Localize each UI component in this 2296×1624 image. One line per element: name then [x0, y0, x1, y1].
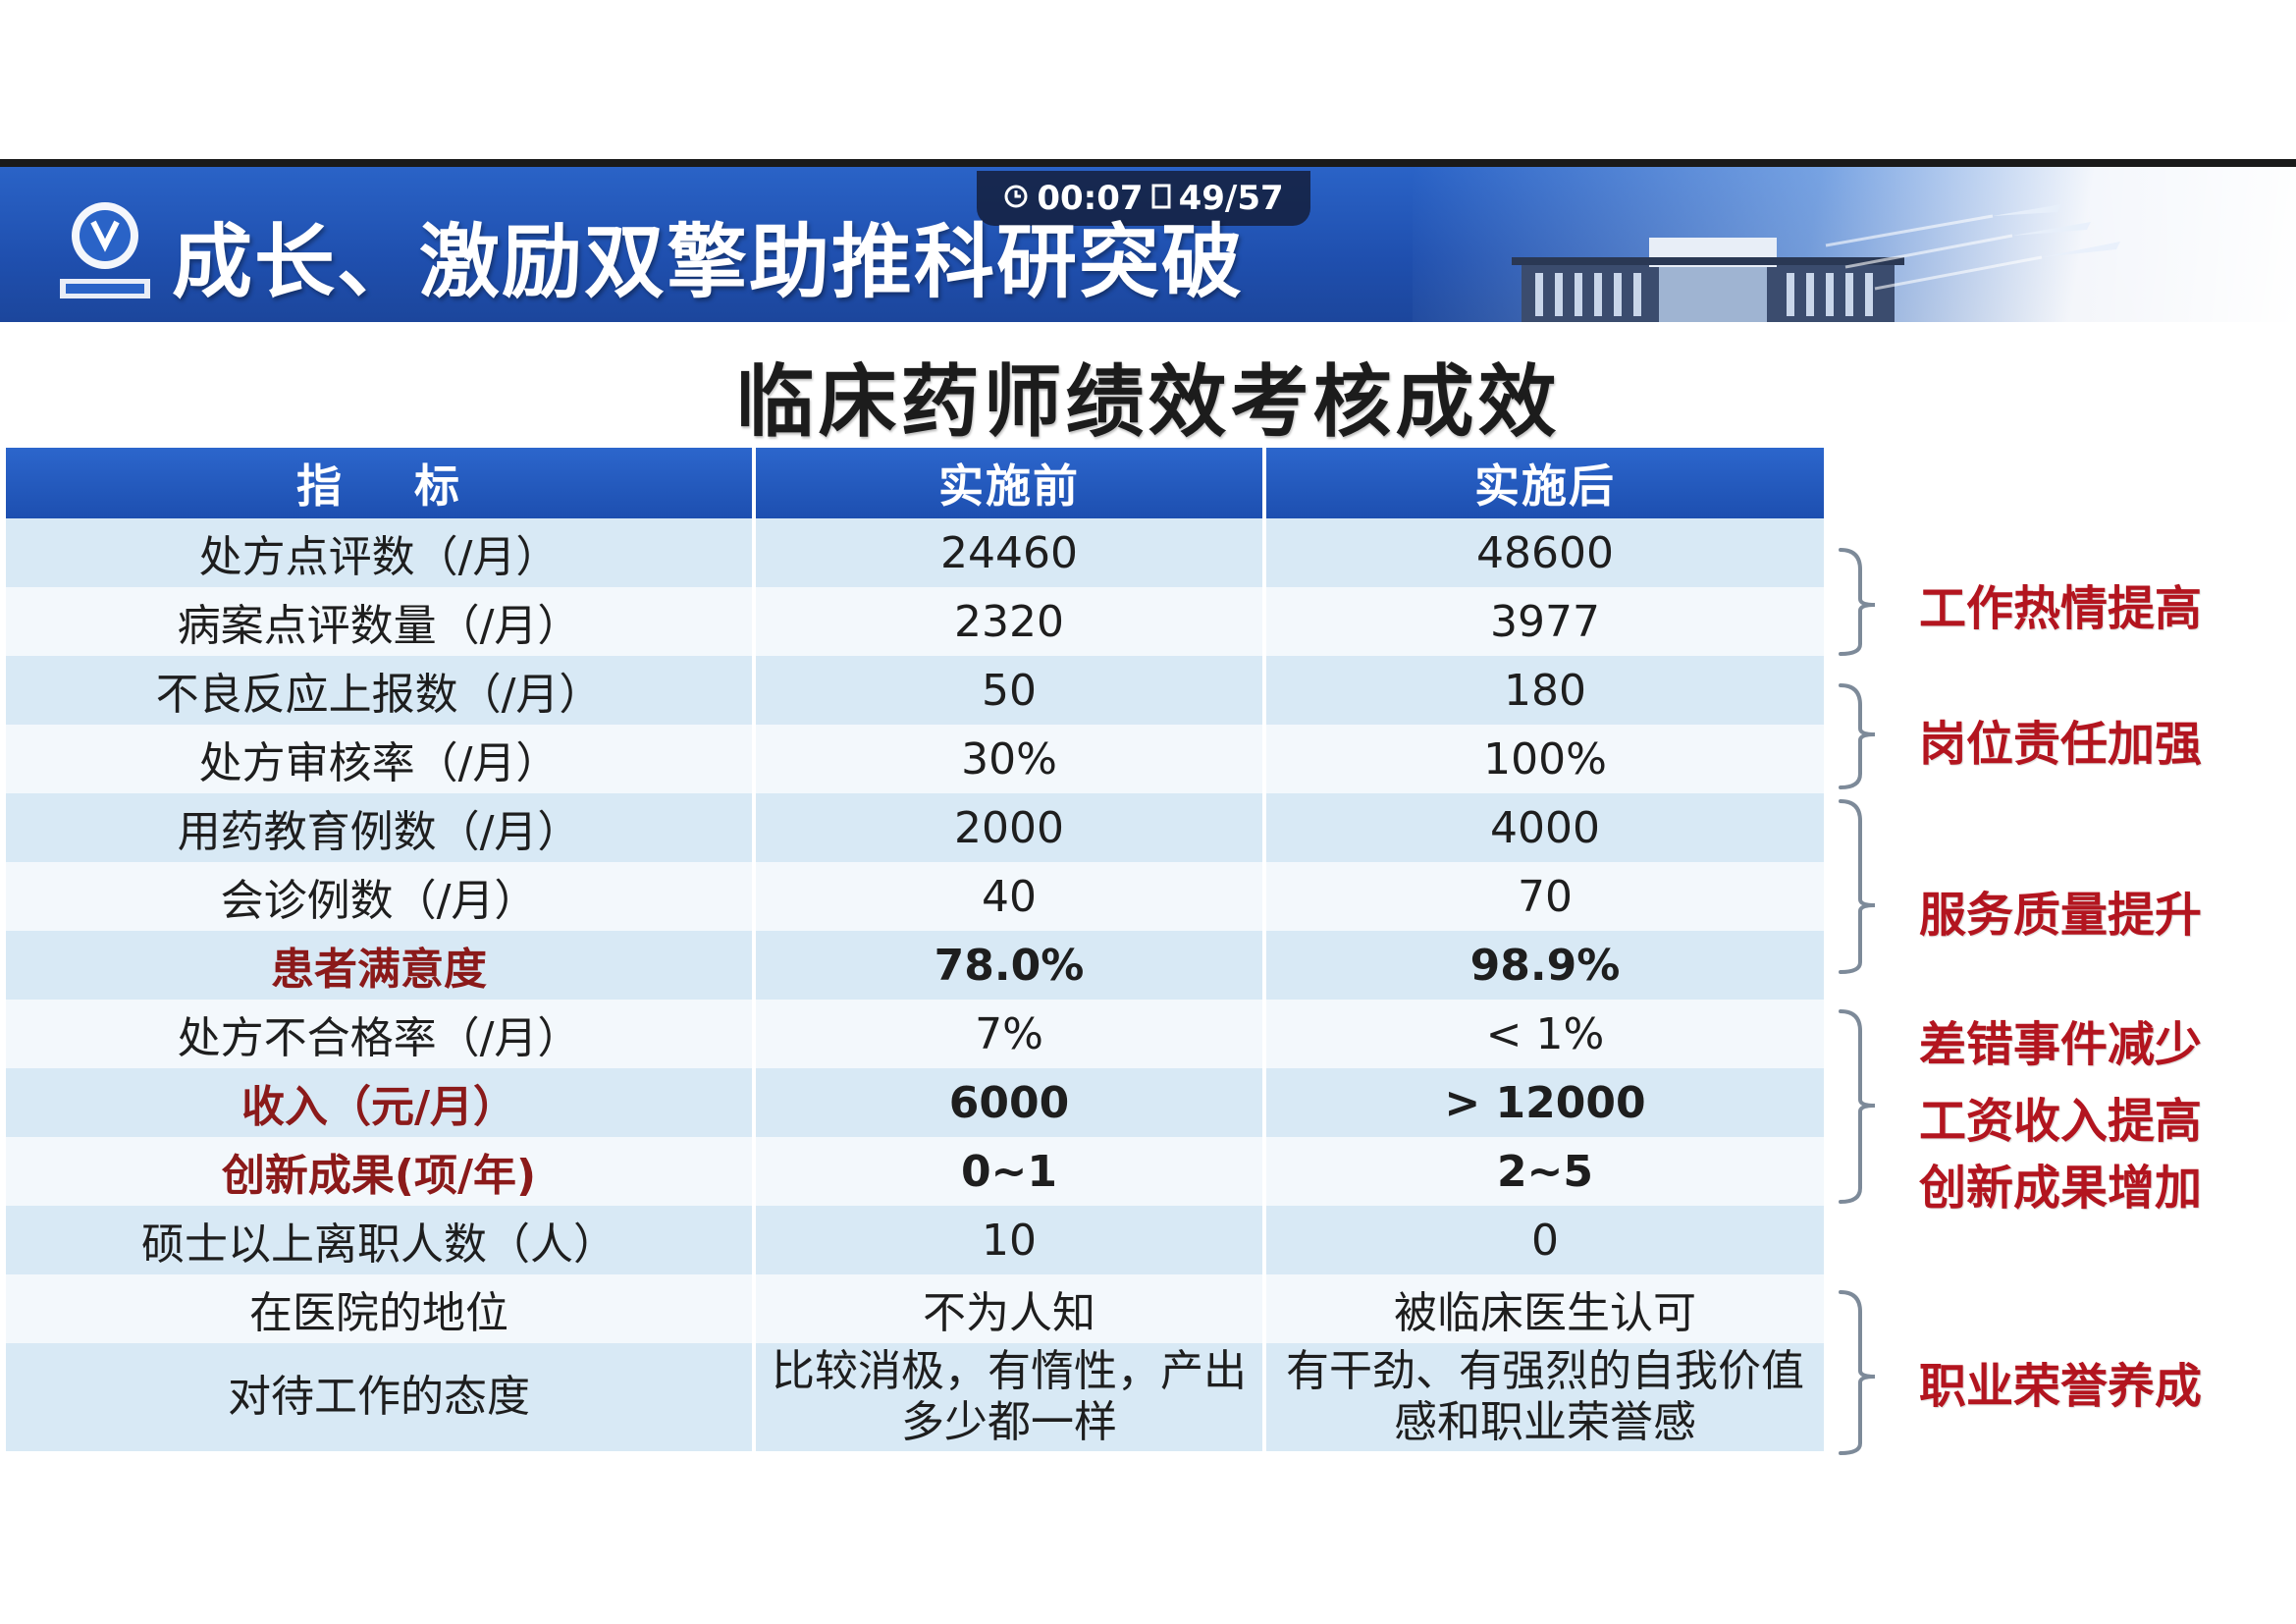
before-cell: 0~1: [754, 1137, 1266, 1206]
after-cell: 被临床医生认可: [1264, 1274, 1824, 1343]
player-page-count: 49/57: [1178, 179, 1284, 218]
annotation-innovation-increase: 创新成果增加: [1919, 1161, 2203, 1216]
hospital-logo: [60, 202, 150, 298]
annotation-error-reduction: 差错事件减少: [1919, 1017, 2203, 1072]
table-row: 用药教育例数（/月） 2000 4000: [6, 793, 1824, 862]
table-row: 病案点评数量（/月） 2320 3977: [6, 587, 1824, 656]
building-illustration: [1512, 238, 1904, 322]
header-indicator: 指 标: [6, 448, 756, 518]
annotation-service-quality: 服务质量提升: [1919, 888, 2203, 943]
indicator-cell: 在医院的地位: [6, 1274, 756, 1343]
table-row: 不良反应上报数（/月） 50 180: [6, 656, 1824, 725]
table-row: 收入（元/月） 6000 > 12000: [6, 1068, 1824, 1137]
before-cell: 40: [754, 862, 1266, 931]
before-cell: 6000: [754, 1068, 1266, 1137]
table-row: 患者满意度 78.0% 98.9%: [6, 931, 1824, 1000]
slide-subtitle: 临床药师绩效考核成效: [735, 356, 1561, 448]
after-cell: < 1%: [1264, 1000, 1824, 1068]
indicator-cell: 收入（元/月）: [6, 1068, 756, 1137]
slideshow-player-bar[interactable]: 00:07 49/57: [977, 171, 1310, 226]
before-cell: 78.0%: [754, 931, 1266, 1000]
clock-icon: [1003, 179, 1029, 218]
table-row: 处方不合格率（/月） 7% < 1%: [6, 1000, 1824, 1068]
before-cell: 7%: [754, 1000, 1266, 1068]
after-cell: 48600: [1264, 518, 1824, 587]
after-cell: 0: [1264, 1206, 1824, 1274]
table-row: 在医院的地位 不为人知 被临床医生认可: [6, 1274, 1824, 1343]
indicator-cell: 用药教育例数（/月）: [6, 793, 756, 862]
before-cell: 10: [754, 1206, 1266, 1274]
indicator-cell: 处方不合格率（/月）: [6, 1000, 756, 1068]
after-cell: 有干劲、有强烈的自我价值感和职业荣誉感: [1264, 1343, 1824, 1451]
player-time: 00:07: [1037, 179, 1144, 218]
table-row: 创新成果(项/年) 0~1 2~5: [6, 1137, 1824, 1206]
page-icon: [1151, 179, 1171, 218]
header-after: 实施后: [1264, 448, 1824, 518]
kpi-table: 指 标 实施前 实施后 处方点评数（/月） 24460 48600 病案点评数量…: [6, 448, 1824, 1451]
table-row: 处方审核率（/月） 30% 100%: [6, 725, 1824, 793]
table-header-row: 指 标 实施前 实施后: [6, 448, 1824, 518]
annotation-income-increase: 工资收入提高: [1919, 1094, 2203, 1149]
annotation-job-responsibility: 岗位责任加强: [1919, 717, 2203, 772]
table-row: 硕士以上离职人数（人） 10 0: [6, 1206, 1824, 1274]
after-cell: 70: [1264, 862, 1824, 931]
indicator-cell: 创新成果(项/年): [6, 1137, 756, 1206]
indicator-cell: 处方点评数（/月）: [6, 518, 756, 587]
jets-illustration: [1825, 204, 2120, 291]
after-cell: 180: [1264, 656, 1824, 725]
before-cell: 比较消极，有惰性，产出多少都一样: [754, 1343, 1266, 1451]
table-row: 处方点评数（/月） 24460 48600: [6, 518, 1824, 587]
after-cell: 100%: [1264, 725, 1824, 793]
indicator-cell: 会诊例数（/月）: [6, 862, 756, 931]
indicator-cell: 处方审核率（/月）: [6, 725, 756, 793]
indicator-cell: 硕士以上离职人数（人）: [6, 1206, 756, 1274]
presentation-slide: 00:07 49/57 成长、激励双擎助推科研突破 临床药师绩效考核成效 指 标…: [0, 167, 2296, 1461]
annotation-professional-honor: 职业荣誉养成: [1919, 1359, 2203, 1414]
header-before: 实施前: [754, 448, 1266, 518]
indicator-cell: 病案点评数量（/月）: [6, 587, 756, 656]
bracket-job-responsibility: [1839, 683, 1876, 789]
before-cell: 不为人知: [754, 1274, 1266, 1343]
after-cell: 3977: [1264, 587, 1824, 656]
after-cell: > 12000: [1264, 1068, 1824, 1137]
slide-title: 成长、激励双擎助推科研突破: [172, 216, 1245, 309]
after-cell: 98.9%: [1264, 931, 1824, 1000]
indicator-cell: 不良反应上报数（/月）: [6, 656, 756, 725]
before-cell: 2000: [754, 793, 1266, 862]
before-cell: 30%: [754, 725, 1266, 793]
table-row: 会诊例数（/月） 40 70: [6, 862, 1824, 931]
indicator-cell: 患者满意度: [6, 931, 756, 1000]
bracket-professional-honor: [1839, 1290, 1876, 1455]
before-cell: 24460: [754, 518, 1266, 587]
before-cell: 50: [754, 656, 1266, 725]
after-cell: 2~5: [1264, 1137, 1824, 1206]
bracket-service-quality: [1839, 799, 1876, 974]
bracket-work-enthusiasm: [1839, 548, 1876, 656]
annotation-work-enthusiasm: 工作热情提高: [1919, 581, 2203, 636]
indicator-cell: 对待工作的态度: [6, 1343, 756, 1451]
before-cell: 2320: [754, 587, 1266, 656]
after-cell: 4000: [1264, 793, 1824, 862]
table-row: 对待工作的态度 比较消极，有惰性，产出多少都一样 有干劲、有强烈的自我价值感和职…: [6, 1343, 1824, 1451]
bracket-error-income-innovation: [1839, 1009, 1876, 1204]
